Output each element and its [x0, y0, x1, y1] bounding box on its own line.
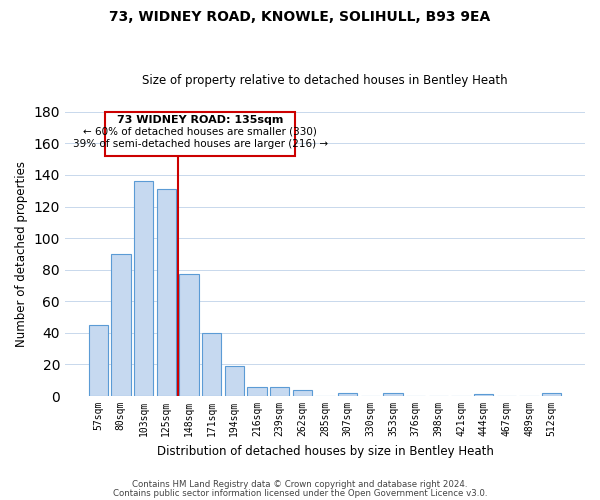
Text: 73 WIDNEY ROAD: 135sqm: 73 WIDNEY ROAD: 135sqm	[117, 114, 283, 124]
Bar	[134, 182, 153, 396]
Bar	[247, 386, 266, 396]
Text: Contains public sector information licensed under the Open Government Licence v3: Contains public sector information licen…	[113, 489, 487, 498]
X-axis label: Distribution of detached houses by size in Bentley Heath: Distribution of detached houses by size …	[157, 444, 493, 458]
Bar	[338, 393, 357, 396]
Bar	[179, 274, 199, 396]
Bar	[542, 393, 562, 396]
Bar	[224, 366, 244, 396]
Bar	[111, 254, 131, 396]
Title: Size of property relative to detached houses in Bentley Heath: Size of property relative to detached ho…	[142, 74, 508, 87]
Text: ← 60% of detached houses are smaller (330): ← 60% of detached houses are smaller (33…	[83, 126, 317, 136]
Bar	[270, 386, 289, 396]
Bar	[383, 393, 403, 396]
Text: Contains HM Land Registry data © Crown copyright and database right 2024.: Contains HM Land Registry data © Crown c…	[132, 480, 468, 489]
Bar	[202, 333, 221, 396]
Text: 73, WIDNEY ROAD, KNOWLE, SOLIHULL, B93 9EA: 73, WIDNEY ROAD, KNOWLE, SOLIHULL, B93 9…	[109, 10, 491, 24]
Bar	[293, 390, 312, 396]
Bar	[474, 394, 493, 396]
Bar	[157, 189, 176, 396]
Y-axis label: Number of detached properties: Number of detached properties	[15, 161, 28, 347]
Bar	[89, 325, 108, 396]
Text: 39% of semi-detached houses are larger (216) →: 39% of semi-detached houses are larger (…	[73, 139, 328, 149]
FancyBboxPatch shape	[105, 112, 295, 156]
